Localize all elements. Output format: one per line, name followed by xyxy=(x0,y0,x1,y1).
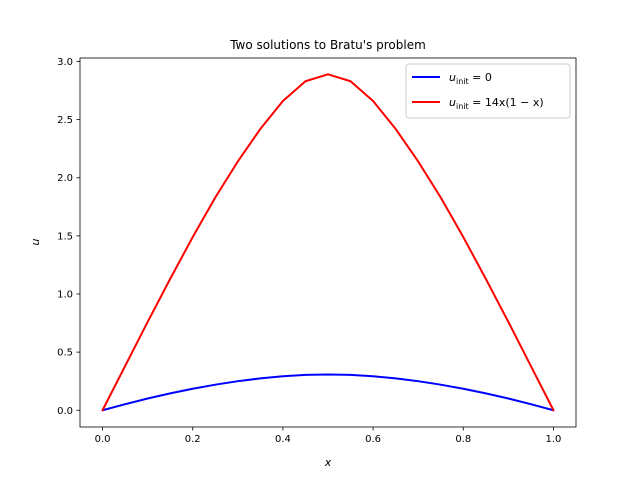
y-tick-label: 1.5 xyxy=(57,231,73,242)
plot-frame xyxy=(79,57,577,428)
chart-title: Two solutions to Bratu's problem xyxy=(229,38,426,52)
y-tick-label: 2.0 xyxy=(57,173,73,184)
y-tick-label: 0.5 xyxy=(57,348,73,359)
series-line-2 xyxy=(101,73,555,412)
x-tick-label: 0.6 xyxy=(365,434,381,445)
x-tick-label: 0.0 xyxy=(95,434,111,445)
legend-frame xyxy=(405,63,571,119)
y-tick-label: 2.5 xyxy=(57,115,73,126)
y-tick-label: 1.0 xyxy=(57,290,73,301)
legend-label-2: uinit = 14x(1 − x) xyxy=(449,96,544,111)
plot-lines xyxy=(101,73,555,412)
series-line-1 xyxy=(101,373,555,412)
x-axis: 0.0 0.2 0.4 0.6 0.8 1.0 xyxy=(95,427,562,445)
y-tick-label: 0.0 xyxy=(57,406,73,417)
x-tick-label: 1.0 xyxy=(546,434,562,445)
x-axis-label: x xyxy=(324,456,332,469)
x-tick-label: 0.4 xyxy=(275,434,291,445)
legend-label-1: uinit = 0 xyxy=(449,71,492,86)
legend: uinit = 0 uinit = 14x(1 − x) xyxy=(405,63,571,119)
y-tick-label: 3.0 xyxy=(57,57,73,68)
y-axis: 0.0 0.5 1.0 1.5 2.0 2.5 3.0 xyxy=(57,57,80,417)
x-tick-label: 0.8 xyxy=(455,434,471,445)
y-axis-label: u xyxy=(29,238,42,245)
x-tick-label: 0.2 xyxy=(185,434,201,445)
